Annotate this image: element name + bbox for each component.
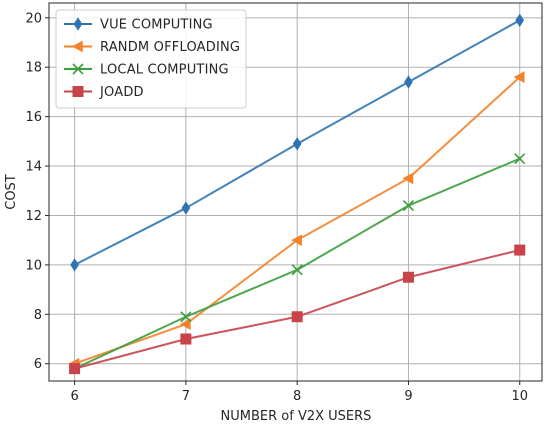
legend-item: LOCAL COMPUTING <box>64 63 229 78</box>
x-tick-label: 6 <box>70 389 78 404</box>
data-point <box>70 258 79 272</box>
y-tick-label: 6 <box>34 357 42 372</box>
y-axis-label: COST <box>4 174 19 210</box>
x-tick-label: 8 <box>293 389 301 404</box>
x-tick-label: 10 <box>511 389 528 404</box>
data-point <box>180 333 192 345</box>
x-axis-label: NUMBER of V2X USERS <box>221 409 372 424</box>
legend-item: VUE COMPUTING <box>64 17 213 33</box>
series-randm-offloading <box>68 71 525 370</box>
legend-label: JOADD <box>99 85 144 100</box>
data-point <box>404 75 413 89</box>
data-point <box>514 244 526 256</box>
data-point <box>514 153 526 165</box>
legend-marker <box>71 40 83 53</box>
ticks: 6 7 8 9 10 6 8 10 12 14 16 18 20 <box>25 11 528 404</box>
data-point <box>292 137 302 151</box>
y-tick-label: 10 <box>25 258 42 273</box>
data-point <box>291 234 302 247</box>
data-point <box>515 13 525 27</box>
legend-box <box>55 9 247 109</box>
data-point <box>181 201 191 215</box>
y-tick-label: 18 <box>25 61 42 76</box>
data-point <box>291 311 303 323</box>
y-tick-label: 8 <box>34 308 42 323</box>
legend-marker <box>72 63 84 75</box>
y-tick-label: 14 <box>25 160 42 175</box>
legend-marker <box>72 86 84 97</box>
y-tick-label: 16 <box>25 110 42 125</box>
legend-label: RANDM OFFLOADING <box>100 40 240 55</box>
legend-label: LOCAL COMPUTING <box>100 63 229 78</box>
y-tick-label: 20 <box>25 11 42 26</box>
data-point <box>402 172 414 185</box>
y-tick-label: 12 <box>25 209 42 224</box>
data-point <box>513 71 525 83</box>
legend: VUE COMPUTING RANDM OFFLOADING LOCAL COMPU… <box>55 9 247 109</box>
data-point <box>402 271 414 283</box>
series-layer <box>68 13 526 375</box>
legend-marker <box>73 17 83 31</box>
x-tick-label: 9 <box>404 389 412 404</box>
x-tick-label: 7 <box>182 389 190 404</box>
legend-item: JOADD <box>64 85 144 100</box>
data-point <box>180 311 192 323</box>
series-joadd <box>69 244 526 375</box>
plot-area-frame <box>48 2 543 382</box>
data-point <box>291 264 303 276</box>
legend-label: VUE COMPUTING <box>100 18 213 33</box>
legend-item: RANDM OFFLOADING <box>64 40 240 55</box>
data-point <box>402 200 415 212</box>
data-point <box>179 318 191 331</box>
data-point <box>69 363 81 375</box>
series-vue-computing <box>70 13 525 272</box>
